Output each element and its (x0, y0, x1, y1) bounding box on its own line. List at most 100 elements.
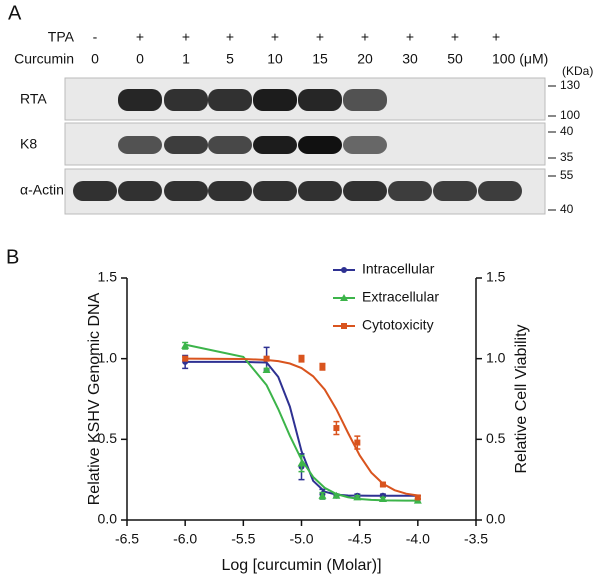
band (478, 181, 522, 201)
band (164, 136, 208, 154)
marker-label: 40 (560, 124, 574, 138)
band (208, 136, 252, 154)
marker-label: 130 (560, 78, 580, 92)
band (298, 89, 342, 111)
blot-label: α-Actin (20, 182, 64, 198)
y2-axis-label: Relative Cell Viability (513, 324, 530, 473)
y2-tick-label: 1.5 (486, 269, 506, 285)
point (354, 439, 361, 446)
point (182, 355, 189, 362)
marker-label: 55 (560, 168, 574, 182)
row-label: Curcumin (14, 51, 74, 67)
y2-tick-label: 1.0 (486, 349, 506, 365)
band (118, 136, 162, 154)
panel-label: A (8, 2, 22, 24)
y2-tick-label: 0.5 (486, 430, 506, 446)
lane-label: 100 (μM) (492, 51, 548, 67)
x-tick-label: -5.0 (289, 531, 313, 547)
x-tick-label: -3.5 (464, 531, 488, 547)
fit-curve (184, 343, 418, 502)
y-tick-label: 1.0 (98, 349, 118, 365)
fit-curve (185, 357, 418, 497)
legend-marker (341, 323, 347, 329)
legend-label: Extracellular (362, 289, 439, 305)
point (414, 494, 421, 501)
y-axis-label: Relative KSHV Genomic DNA (86, 292, 103, 505)
band (253, 89, 297, 111)
band (164, 89, 208, 111)
lane-label: + (316, 29, 324, 45)
y-tick-label: 0.5 (98, 430, 118, 446)
band (343, 89, 387, 111)
point (353, 493, 362, 501)
legend-marker (341, 267, 347, 273)
x-tick-label: -4.5 (348, 531, 372, 547)
lane-label: 10 (267, 51, 283, 67)
lane-label: 20 (357, 51, 373, 67)
band (208, 89, 252, 111)
point (262, 365, 271, 373)
x-tick-label: -6.0 (173, 531, 197, 547)
blot-label: RTA (20, 91, 47, 107)
legend-marker (340, 294, 348, 301)
y-tick-label: 1.5 (98, 269, 118, 285)
point (298, 355, 305, 362)
lane-label: + (182, 29, 190, 45)
lane-label: + (492, 29, 500, 45)
legend-label: Cytotoxicity (362, 317, 434, 333)
lane-label: 1 (182, 51, 190, 67)
lane-label: + (136, 29, 144, 45)
lane-label: + (406, 29, 414, 45)
x-tick-label: -5.5 (231, 531, 255, 547)
band (73, 181, 117, 201)
x-tick-label: -4.0 (406, 531, 430, 547)
band (343, 181, 387, 201)
band (298, 136, 342, 154)
point (297, 459, 306, 467)
point (263, 355, 270, 362)
y-tick-label: 0.0 (98, 511, 118, 527)
lane-label: - (93, 29, 98, 45)
lane-label: 0 (136, 51, 144, 67)
point (181, 341, 190, 349)
blot-label: K8 (20, 136, 37, 152)
band (343, 136, 387, 154)
lane-label: 15 (312, 51, 328, 67)
y2-tick-label: 0.0 (486, 511, 506, 527)
band (253, 136, 297, 154)
band (433, 181, 477, 201)
point (319, 363, 326, 370)
row-label: TPA (48, 29, 75, 45)
band (208, 181, 252, 201)
point (378, 495, 387, 503)
unit-label: (KDa) (562, 64, 593, 78)
marker-label: 40 (560, 202, 574, 216)
point (379, 481, 386, 488)
x-tick-label: -6.5 (115, 531, 139, 547)
point (332, 491, 341, 499)
lane-label: + (226, 29, 234, 45)
lane-label: + (361, 29, 369, 45)
marker-label: 35 (560, 150, 574, 164)
band (388, 181, 432, 201)
lane-label: 5 (226, 51, 234, 67)
band (118, 181, 162, 201)
lane-label: + (451, 29, 459, 45)
point (318, 491, 327, 499)
band (298, 181, 342, 201)
legend-label: Intracellular (362, 261, 435, 277)
fit-curve (185, 360, 418, 497)
lane-label: 30 (402, 51, 418, 67)
panel-label: B (6, 246, 19, 268)
point (333, 425, 340, 432)
band (118, 89, 162, 111)
band (164, 181, 208, 201)
marker-label: 100 (560, 108, 580, 122)
x-axis-label: Log [curcumin (Molar)] (221, 557, 381, 574)
lane-label: + (271, 29, 279, 45)
lane-label: 50 (447, 51, 463, 67)
lane-label: 0 (91, 51, 99, 67)
band (253, 181, 297, 201)
